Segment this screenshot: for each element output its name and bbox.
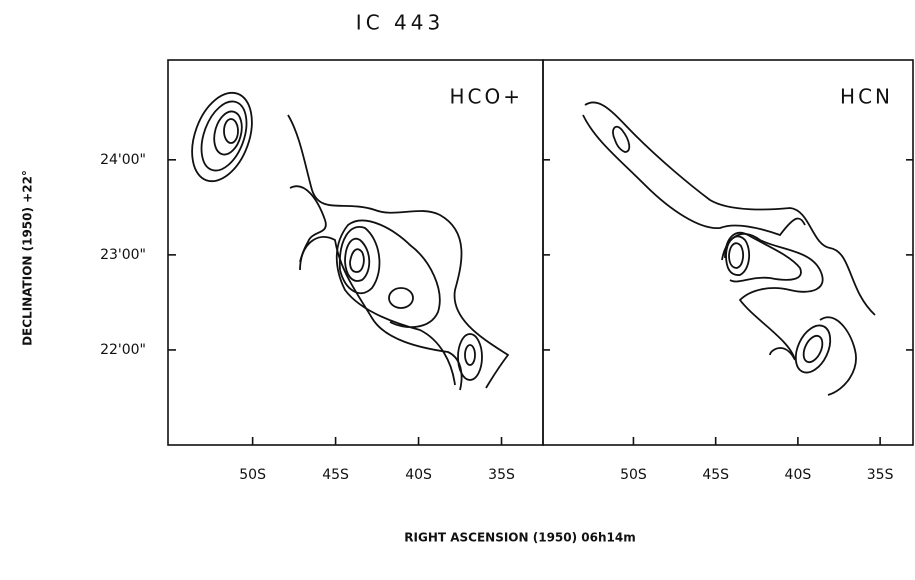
panel-label: HCN bbox=[840, 85, 893, 109]
y-axis-label: DECLINATION (1950) +22° bbox=[21, 170, 35, 346]
x-tick-label: 45S bbox=[322, 467, 349, 483]
figure-title: IC 443 bbox=[356, 11, 444, 35]
x-tick-label: 45S bbox=[702, 467, 729, 483]
x-tick-label: 35S bbox=[867, 467, 894, 483]
contours-right bbox=[582, 101, 876, 396]
contours-left bbox=[191, 91, 510, 391]
x-tick-label: 40S bbox=[785, 467, 812, 483]
x-tick-label: 35S bbox=[488, 467, 515, 483]
y-tick-label: 22'00" bbox=[100, 342, 146, 358]
x-tick-label: 40S bbox=[405, 467, 432, 483]
x-tick-label: 50S bbox=[239, 467, 266, 483]
y-tick-label: 24'00" bbox=[100, 152, 146, 168]
panel-frame bbox=[542, 59, 914, 446]
x-tick-label: 50S bbox=[620, 467, 647, 483]
panel-label: HCO+ bbox=[449, 85, 523, 109]
x-axis-label: RIGHT ASCENSION (1950) 06h14m bbox=[404, 531, 635, 545]
y-tick-label: 23'00" bbox=[100, 247, 146, 263]
